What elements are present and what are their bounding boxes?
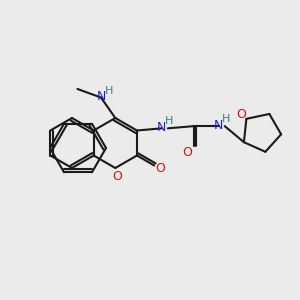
Text: O: O <box>236 108 246 121</box>
Text: H: H <box>222 114 230 124</box>
Text: H: H <box>165 116 173 126</box>
Text: N: N <box>214 118 224 132</box>
Text: H: H <box>105 85 113 95</box>
Text: O: O <box>182 146 192 159</box>
Text: N: N <box>96 90 106 103</box>
Text: O: O <box>155 163 165 176</box>
Text: O: O <box>112 169 122 182</box>
Text: N: N <box>157 121 167 134</box>
